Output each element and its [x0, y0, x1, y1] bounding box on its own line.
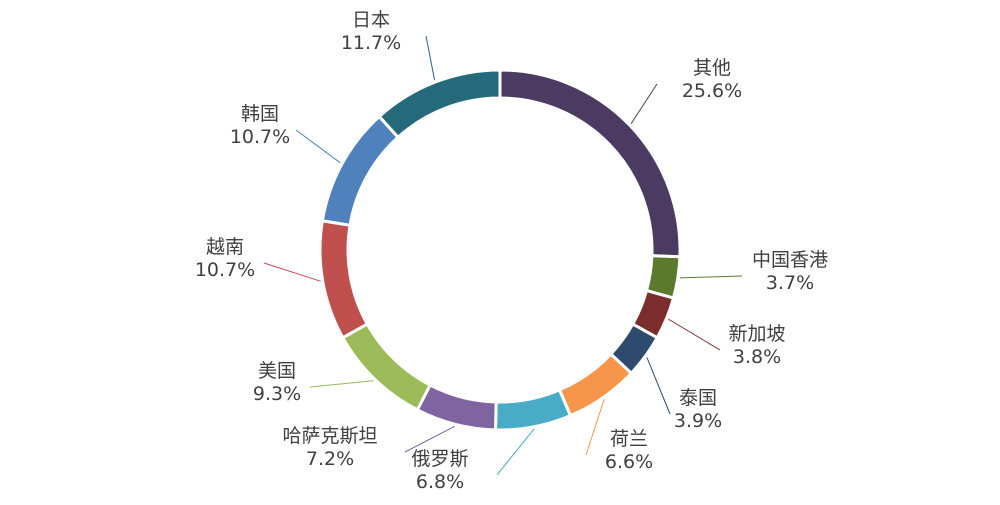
slice-label-value-slice-6: 7.2% [306, 448, 354, 470]
leader-line-slice-6 [404, 425, 455, 453]
leader-line-slice-10 [425, 35, 436, 81]
slice-label-name-slice-1: 中国香港 [752, 249, 828, 271]
slice-label-value-slice-8: 10.7% [195, 259, 255, 281]
slice-label-value-slice-9: 10.7% [230, 126, 290, 148]
donut-slice-slice-5[interactable] [493, 387, 573, 432]
donut-slice-slice-7[interactable] [340, 322, 433, 412]
slice-label-value-slice-10: 11.7% [341, 32, 401, 54]
slice-label-value-slice-3: 3.9% [674, 410, 722, 432]
leader-line-slice-5 [496, 428, 535, 476]
slice-label-value-slice-2: 3.8% [733, 346, 781, 368]
leader-line-slice-8 [263, 262, 321, 282]
slice-label-name-slice-6: 哈萨克斯坦 [282, 425, 377, 447]
slice-label-name-slice-9: 韩国 [241, 103, 279, 125]
slice-label-name-slice-7: 美国 [258, 360, 296, 382]
leader-line-slice-3 [646, 357, 671, 415]
leader-line-slice-2 [668, 318, 721, 351]
donut-slice-slice-0[interactable] [498, 68, 682, 259]
slices-layer [318, 68, 682, 432]
leader-line-slice-1 [679, 275, 743, 279]
donut-slice-slice-10[interactable] [377, 68, 502, 140]
slice-label-name-slice-2: 新加坡 [728, 323, 785, 345]
donut-slice-slice-8[interactable] [318, 219, 370, 340]
slice-label-value-slice-0: 25.6% [682, 80, 742, 102]
slice-label-value-slice-7: 9.3% [253, 383, 301, 405]
leader-line-slice-0 [630, 83, 658, 125]
slice-label-name-slice-10: 日本 [352, 9, 390, 31]
slice-label-name-slice-4: 荷兰 [610, 428, 648, 450]
leader-line-slice-9 [295, 129, 341, 164]
slice-label-name-slice-0: 其他 [693, 57, 731, 79]
donut-slice-slice-6[interactable] [415, 382, 498, 432]
donut-slice-slice-9[interactable] [320, 114, 401, 228]
slice-label-name-slice-8: 越南 [206, 236, 244, 258]
leader-line-slice-4 [585, 399, 605, 456]
slice-label-name-slice-5: 俄罗斯 [411, 448, 468, 470]
leader-line-slice-7 [309, 380, 374, 388]
slice-label-value-slice-5: 6.8% [416, 471, 464, 493]
leader-lines-layer [263, 35, 743, 476]
slice-label-value-slice-4: 6.6% [605, 451, 653, 473]
donut-slice-slice-4[interactable] [557, 351, 634, 418]
slice-label-name-slice-3: 泰国 [679, 387, 717, 409]
slice-label-value-slice-1: 3.7% [766, 272, 814, 294]
